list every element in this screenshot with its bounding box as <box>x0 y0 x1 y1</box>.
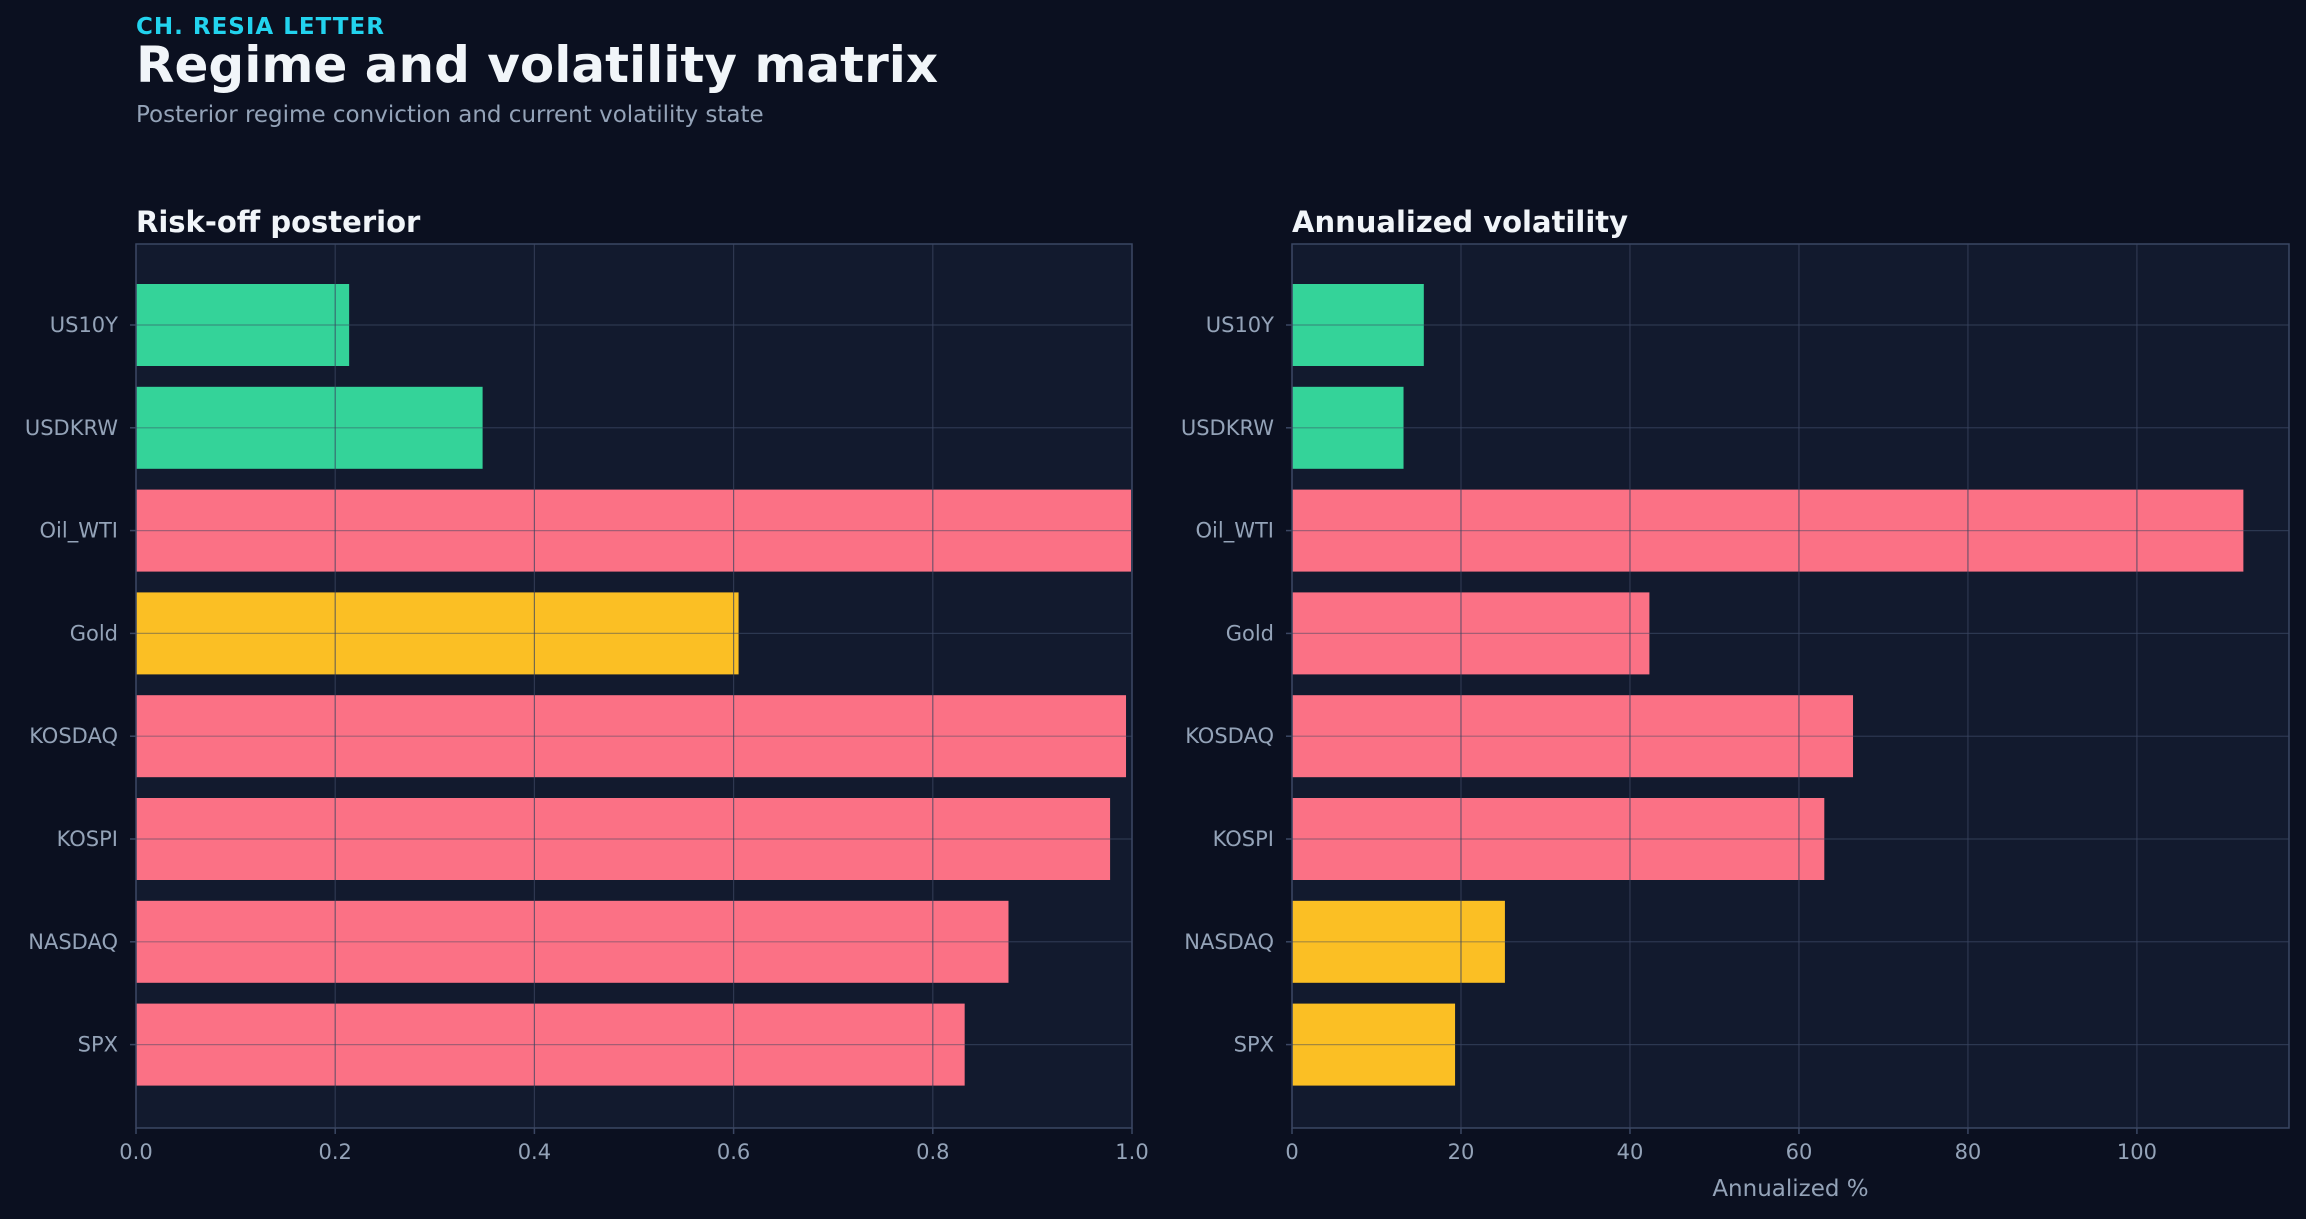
chart1-y-tick-label: SPX <box>78 1033 118 1057</box>
chart2-bar-kosdaq <box>1292 695 1854 778</box>
chart1-y-tick-label: US10Y <box>50 313 118 337</box>
chart2-bar-oil_wti <box>1292 489 2244 572</box>
chart1-bar-nasdaq <box>136 900 1009 983</box>
chart1-bar-gold <box>136 592 739 675</box>
chart1-bar-usdkrw <box>136 386 483 469</box>
chart1-y-tick-label: Gold <box>70 621 118 645</box>
chart1-y-tick-label: Oil_WTI <box>40 519 118 544</box>
chart2-bar-spx <box>1292 1003 1456 1086</box>
chart2-x-tick-label: 80 <box>1955 1140 1982 1164</box>
chart2-bar-gold <box>1292 592 1650 675</box>
chart2-y-tick-label: Oil_WTI <box>1196 519 1274 544</box>
chart1-bar-spx <box>136 1003 965 1086</box>
chart1-title: Risk-off posterior <box>136 205 421 239</box>
chart2-bar-nasdaq <box>1292 900 1505 983</box>
chart1-x-tick-label: 0.2 <box>318 1140 351 1164</box>
chart1-x-tick-label: 0.4 <box>518 1140 551 1164</box>
chart2-x-axis-label: Annualized % <box>1712 1176 1868 1202</box>
chart2-bar-us10y <box>1292 284 1424 366</box>
chart2-y-tick-label: Gold <box>1226 621 1274 645</box>
chart2-y-tick-label: US10Y <box>1206 313 1274 337</box>
chart1-plot-area <box>136 244 1132 1128</box>
chart1-x-tick-label: 0.8 <box>916 1140 949 1164</box>
chart2-x-tick-label: 60 <box>1786 1140 1813 1164</box>
chart2-bar-kospi <box>1292 798 1825 880</box>
chart2-y-tick-label: SPX <box>1234 1033 1274 1057</box>
chart2-x-tick-label: 100 <box>2117 1140 2157 1164</box>
chart1-x-tick-label: 1.0 <box>1115 1140 1148 1164</box>
chart1-frame <box>135 243 1133 1129</box>
chart2-y-tick-label: NASDAQ <box>1184 930 1274 954</box>
chart1-bar-kospi <box>136 798 1111 880</box>
chart2-x-tick-label: 40 <box>1617 1140 1644 1164</box>
chart1-y-tick-label: NASDAQ <box>28 930 118 954</box>
chart2-title: Annualized volatility <box>1292 205 1628 239</box>
chart2-plot-area <box>1292 244 2289 1128</box>
chart1-x-tick-label: 0.6 <box>717 1140 750 1164</box>
chart2-bar-usdkrw <box>1292 386 1404 469</box>
chart1-y-tick-label: USDKRW <box>25 416 118 440</box>
chart2-x-tick-label: 0 <box>1285 1140 1298 1164</box>
chart2-y-tick-label: KOSPI <box>1213 827 1274 851</box>
chart2-y-tick-label: KOSDAQ <box>1185 724 1274 748</box>
page-subtitle: Posterior regime conviction and current … <box>136 102 764 128</box>
chart2-x-tick-label: 20 <box>1448 1140 1475 1164</box>
chart2-y-tick-label: USDKRW <box>1181 416 1274 440</box>
chart1-bar-oil_wti <box>136 489 1132 572</box>
chart1-bar-us10y <box>136 284 350 366</box>
chart1-bar-kosdaq <box>136 695 1127 778</box>
chart2-frame <box>1291 243 2290 1129</box>
chart1-y-tick-label: KOSDAQ <box>29 724 118 748</box>
header-kicker: CH. RESIA LETTER <box>136 14 385 40</box>
chart1-y-tick-label: KOSPI <box>57 827 118 851</box>
page-title: Regime and volatility matrix <box>136 36 939 94</box>
chart1-x-tick-label: 0.0 <box>119 1140 152 1164</box>
